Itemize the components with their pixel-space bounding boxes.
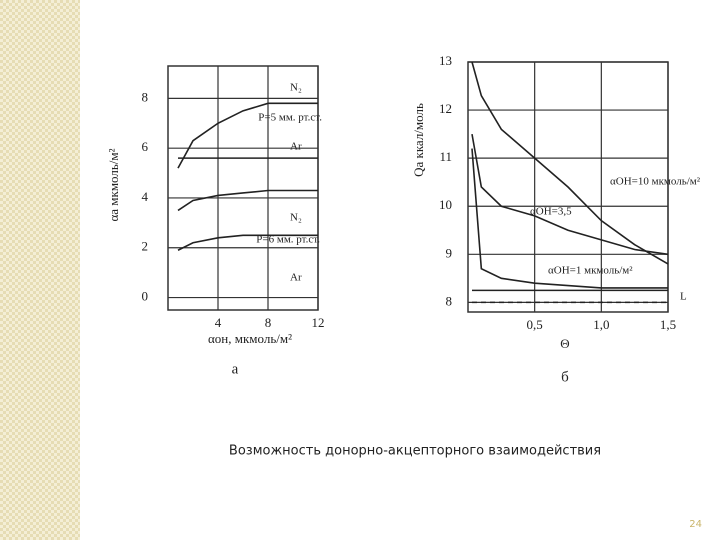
page-number: 24 xyxy=(689,519,702,530)
annotation: P=6 мм. рт.ст. xyxy=(256,234,320,246)
series-line xyxy=(471,148,668,289)
y-axis-label: αа мкмоль/м² xyxy=(106,148,121,221)
y-tick-label: 11 xyxy=(439,149,452,164)
x-tick-label: 1,0 xyxy=(593,317,609,332)
series-label: αОН=1 мкмоль/м² xyxy=(548,265,633,277)
x-axis-label: αон, мкмоль/м² xyxy=(208,331,292,346)
x-tick-label: 8 xyxy=(265,315,272,330)
y-tick-label: 2 xyxy=(142,239,149,254)
series-line xyxy=(177,102,318,169)
y-tick-label: 4 xyxy=(142,189,149,204)
series-label: αОН=10 мкмоль/м² xyxy=(610,176,701,188)
series-line xyxy=(471,61,669,265)
y-tick-label: 13 xyxy=(439,53,452,68)
series-line xyxy=(177,189,318,212)
y-tick-label: 9 xyxy=(446,245,453,260)
x-tick-label: 1,5 xyxy=(660,317,676,332)
y-tick-label: 12 xyxy=(439,101,452,116)
x-tick-label: 0,5 xyxy=(527,317,543,332)
y-tick-label: 0 xyxy=(142,289,149,304)
y-tick-label: 8 xyxy=(142,89,149,104)
y-tick-label: 10 xyxy=(439,197,452,212)
series-label: L xyxy=(680,291,687,303)
series-label: N₂ xyxy=(290,82,302,94)
x-axis-label: Θ xyxy=(560,336,569,351)
chart-caption: б xyxy=(561,369,569,385)
chart-caption: а xyxy=(232,361,239,377)
x-tick-label: 12 xyxy=(312,315,325,330)
slide-caption: Возможность донорно-акцепторного взаимод… xyxy=(229,444,601,459)
y-tick-label: 8 xyxy=(446,293,453,308)
x-tick-label: 4 xyxy=(215,315,222,330)
side-pattern xyxy=(0,0,80,540)
series-label: N₂ xyxy=(290,212,302,224)
y-axis-label: Qа ккал/моль xyxy=(411,103,426,177)
series-label: Ar xyxy=(290,141,302,153)
series-label: αОН=3,5 xyxy=(530,206,572,218)
series-line xyxy=(177,234,318,251)
series-label: Ar xyxy=(290,272,302,284)
y-tick-label: 6 xyxy=(142,139,149,154)
series-line xyxy=(471,133,669,256)
annotation: P=5 мм. рт.ст. xyxy=(258,112,322,124)
